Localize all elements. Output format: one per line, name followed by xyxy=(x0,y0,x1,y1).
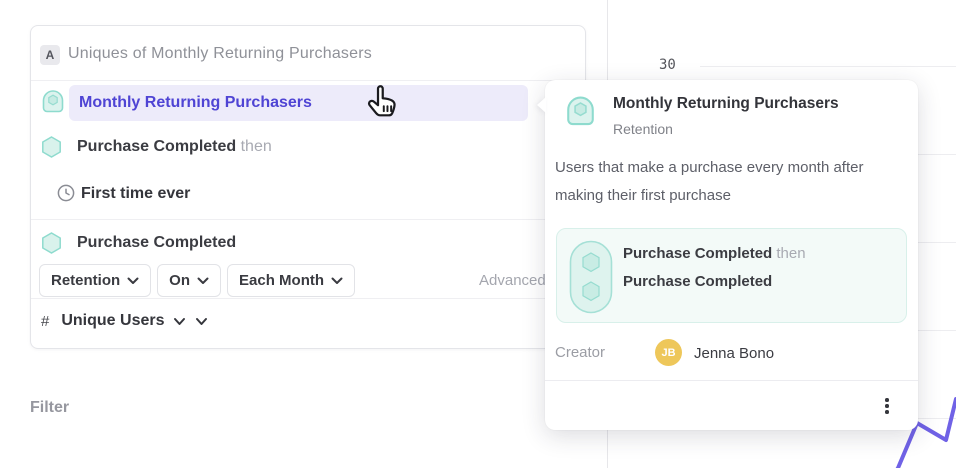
advanced-link[interactable]: Advanced xyxy=(479,272,546,289)
event-icon xyxy=(42,232,61,254)
series-title: Uniques of Monthly Returning Purchasers xyxy=(68,45,372,62)
creator-avatar: JB xyxy=(655,339,682,366)
analysis-type-label: Retention xyxy=(51,272,121,289)
popover-type-label: Retention xyxy=(613,121,673,137)
popover-caret xyxy=(537,97,546,113)
chevron-down-icon xyxy=(197,277,209,284)
divider xyxy=(31,298,585,299)
interval-label: Each Month xyxy=(239,272,325,289)
retention-controls: Retention On Each Month xyxy=(39,264,356,297)
divider xyxy=(545,380,918,381)
behavior-preview-box: Purchase Completed then Purchase Complet… xyxy=(556,228,907,323)
analysis-type-dropdown[interactable]: Retention xyxy=(39,264,152,297)
retention-on-label: On xyxy=(169,272,191,289)
behavior-steps-icon xyxy=(569,240,613,314)
preview-step2: Purchase Completed xyxy=(623,273,773,290)
measurement-label: Unique Users xyxy=(61,312,165,329)
popover-title: Monthly Returning Purchasers xyxy=(613,95,839,112)
event-step1-connector: then xyxy=(240,138,272,155)
behavior-icon xyxy=(567,96,594,126)
divider xyxy=(31,219,585,220)
query-builder-card: A Uniques of Monthly Returning Purchaser… xyxy=(30,25,586,349)
first-time-filter[interactable]: First time ever xyxy=(81,185,191,202)
chevron-down-icon xyxy=(331,277,343,284)
behavior-icon xyxy=(42,90,64,113)
preview-step1: Purchase Completed then xyxy=(623,245,806,262)
chevron-down-icon[interactable] xyxy=(173,317,186,326)
event-step1-name[interactable]: Purchase Completed xyxy=(77,138,237,155)
preview-step1-name: Purchase Completed xyxy=(623,245,773,262)
series-header: A Uniques of Monthly Returning Purchaser… xyxy=(31,26,585,80)
interval-dropdown[interactable]: Each Month xyxy=(227,264,356,297)
saved-behavior-row[interactable]: Monthly Returning Purchasers xyxy=(69,85,528,121)
measurement-dropdown[interactable]: # Unique Users xyxy=(41,312,208,330)
popover-description: Users that make a purchase every month a… xyxy=(555,159,864,204)
retention-on-dropdown[interactable]: On xyxy=(157,264,222,297)
saved-behavior-link[interactable]: Monthly Returning Purchasers xyxy=(79,94,312,111)
chart-gridline xyxy=(700,66,956,67)
count-prefix: # xyxy=(41,312,50,330)
creator-name: Jenna Bono xyxy=(694,345,775,362)
more-options-button[interactable] xyxy=(874,392,900,420)
event-step1[interactable]: Purchase Completed then xyxy=(77,138,272,156)
event-icon xyxy=(42,136,61,158)
preview-connector: then xyxy=(776,245,806,262)
chevron-down-icon xyxy=(127,277,139,284)
event-step2[interactable]: Purchase Completed xyxy=(77,234,237,251)
y-axis-tick-label: 30 xyxy=(659,57,676,73)
chevron-down-icon[interactable] xyxy=(195,317,208,326)
creator-label: Creator xyxy=(555,344,606,361)
divider xyxy=(31,80,585,81)
series-badge[interactable]: A xyxy=(40,45,60,65)
clock-icon xyxy=(57,184,75,202)
filter-section-label: Filter xyxy=(30,399,70,416)
behavior-details-popover: Monthly Returning Purchasers Retention U… xyxy=(537,80,918,430)
